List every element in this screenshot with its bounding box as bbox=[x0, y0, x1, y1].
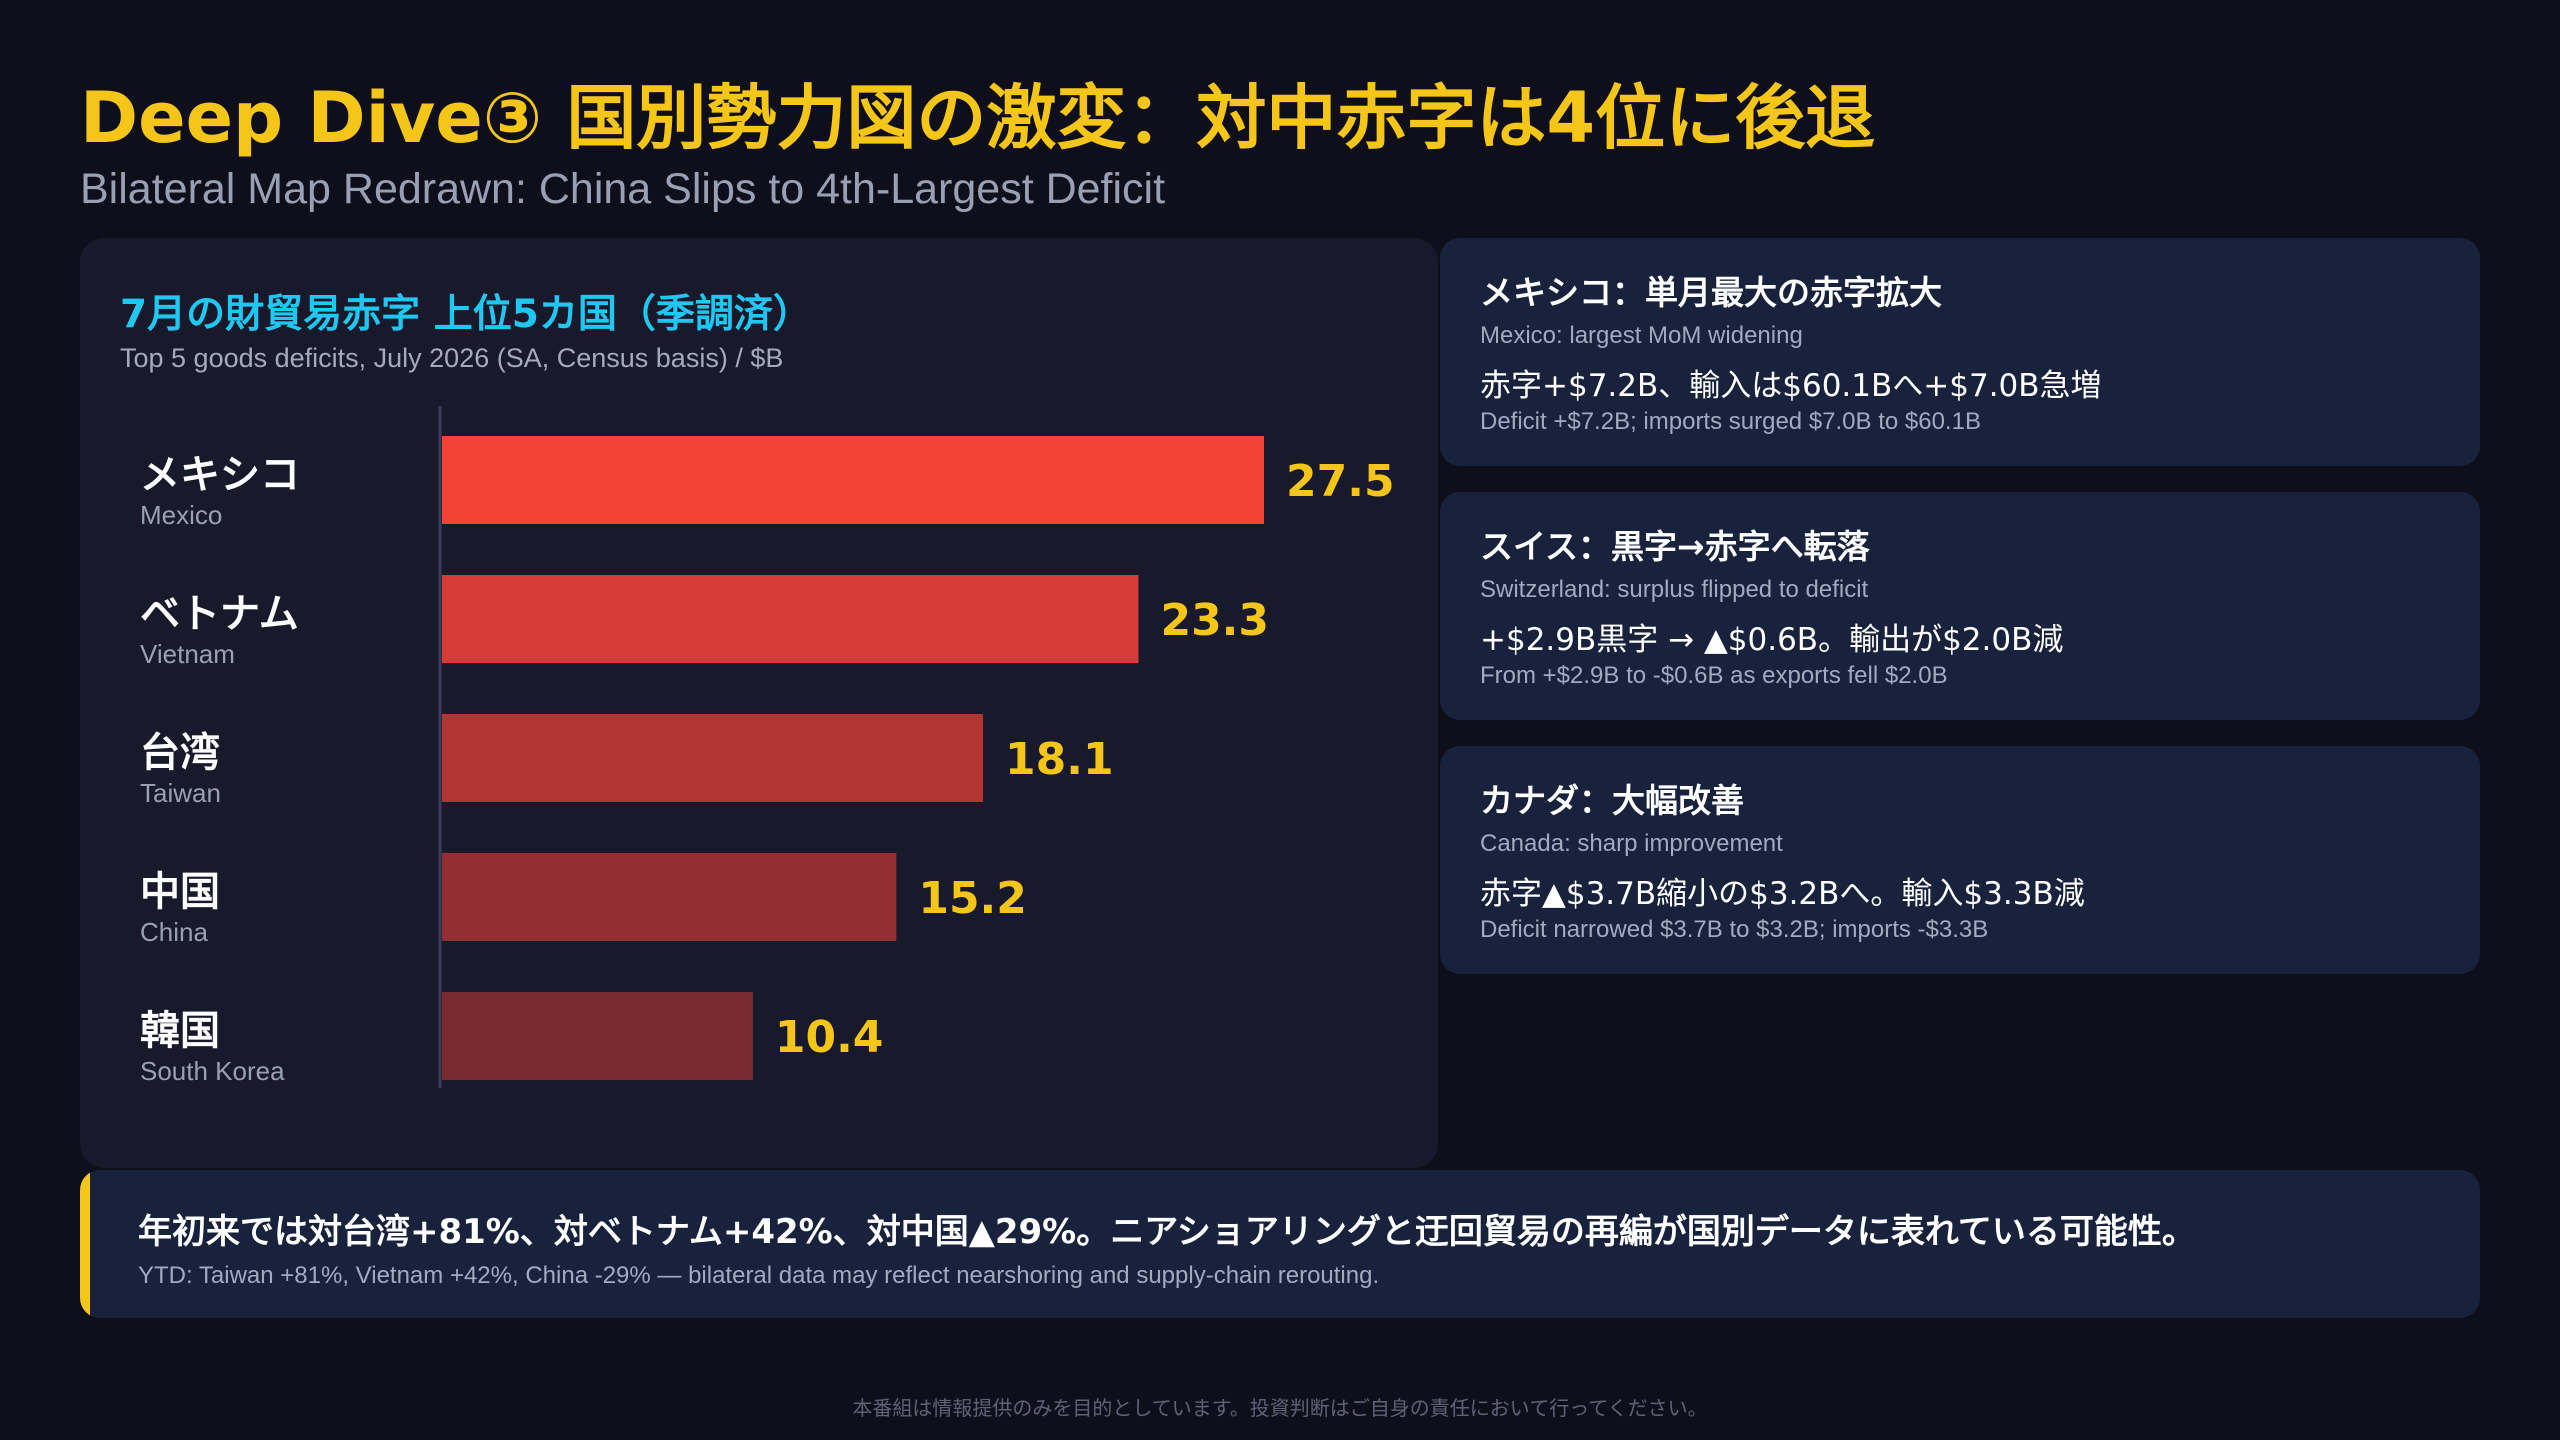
card-canada: カナダ：大幅改善 Canada: sharp improvement 赤字▲$3… bbox=[1440, 746, 2480, 974]
card-footnote: From +$2.9B to -$0.6B as exports fell $2… bbox=[1480, 662, 1948, 689]
value-label: 23.3 bbox=[1160, 595, 1269, 646]
card-main-text: 赤字+$7.2B、輸入は$60.1Bへ+$7.0B急増 bbox=[1480, 368, 2102, 404]
value-label: 15.2 bbox=[918, 873, 1027, 924]
bar-china bbox=[442, 853, 897, 941]
page-subtitle: Bilateral Map Redrawn: China Slips to 4t… bbox=[80, 165, 1166, 213]
category-label-en: Taiwan bbox=[140, 778, 221, 808]
bar-south-korea bbox=[442, 992, 753, 1080]
card-subtitle: Switzerland: surplus flipped to deficit bbox=[1480, 576, 1869, 603]
card-footnote: Deficit narrowed $3.7B to $3.2B; imports… bbox=[1480, 916, 1989, 943]
ytd-summary-text: 年初来では対台湾+81%、対ベトナム+42%、対中国▲29%。ニアショアリングと… bbox=[138, 1212, 2196, 1252]
chart-title: 7月の財貿易赤字 上位5カ国（季調済） bbox=[120, 292, 812, 337]
category-label: 中国 bbox=[140, 869, 220, 915]
value-label: 27.5 bbox=[1286, 456, 1395, 507]
category-label-en: South Korea bbox=[140, 1056, 285, 1086]
category-label-en: Vietnam bbox=[140, 639, 235, 669]
bar-vietnam bbox=[442, 575, 1139, 663]
chart-subtitle: Top 5 goods deficits, July 2026 (SA, Cen… bbox=[120, 343, 784, 373]
card-mexico: メキシコ：単月最大の赤字拡大 Mexico: largest MoM widen… bbox=[1440, 238, 2480, 466]
category-label-en: Mexico bbox=[140, 500, 222, 530]
disclaimer: 本番組は情報提供のみを目的としています。投資判断はご自身の責任において行ってくだ… bbox=[852, 1396, 1708, 1420]
value-label: 18.1 bbox=[1005, 734, 1114, 785]
card-title: メキシコ：単月最大の赤字拡大 bbox=[1480, 273, 1942, 312]
card-main-text: 赤字▲$3.7B縮小の$3.2Bへ。輸入$3.3B減 bbox=[1480, 876, 2085, 912]
category-label: 台湾 bbox=[140, 730, 220, 776]
card-title: カナダ：大幅改善 bbox=[1480, 781, 1744, 820]
card-subtitle: Mexico: largest MoM widening bbox=[1480, 322, 1803, 349]
page-title: Deep Dive③ 国別勢力図の激変：対中赤字は4位に後退 bbox=[80, 77, 1876, 159]
card-footnote: Deficit +$7.2B; imports surged $7.0B to … bbox=[1480, 408, 1981, 435]
card-main-text: +$2.9B黒字 → ▲$0.6B。輸出が$2.0B減 bbox=[1480, 622, 2064, 658]
bar-mexico bbox=[442, 436, 1264, 524]
card-switzerland: スイス：黒字→赤字へ転落 Switzerland: surplus flippe… bbox=[1440, 492, 2480, 720]
card-subtitle: Canada: sharp improvement bbox=[1480, 830, 1783, 857]
bar-taiwan bbox=[442, 714, 984, 802]
ytd-summary-panel: 年初来では対台湾+81%、対ベトナム+42%、対中国▲29%。ニアショアリングと… bbox=[80, 1170, 2480, 1318]
accent-bar bbox=[80, 1170, 90, 1318]
category-label: 韓国 bbox=[140, 1008, 220, 1054]
category-label-en: China bbox=[140, 917, 208, 947]
ytd-summary-subtext: YTD: Taiwan +81%, Vietnam +42%, China -2… bbox=[138, 1262, 1380, 1289]
chart-panel: 7月の財貿易赤字 上位5カ国（季調済） Top 5 goods deficits… bbox=[80, 238, 1438, 1168]
category-label: メキシコ bbox=[140, 452, 300, 498]
value-label: 10.4 bbox=[775, 1012, 884, 1063]
card-title: スイス：黒字→赤字へ転落 bbox=[1480, 527, 1870, 566]
category-label: ベトナム bbox=[140, 591, 299, 637]
